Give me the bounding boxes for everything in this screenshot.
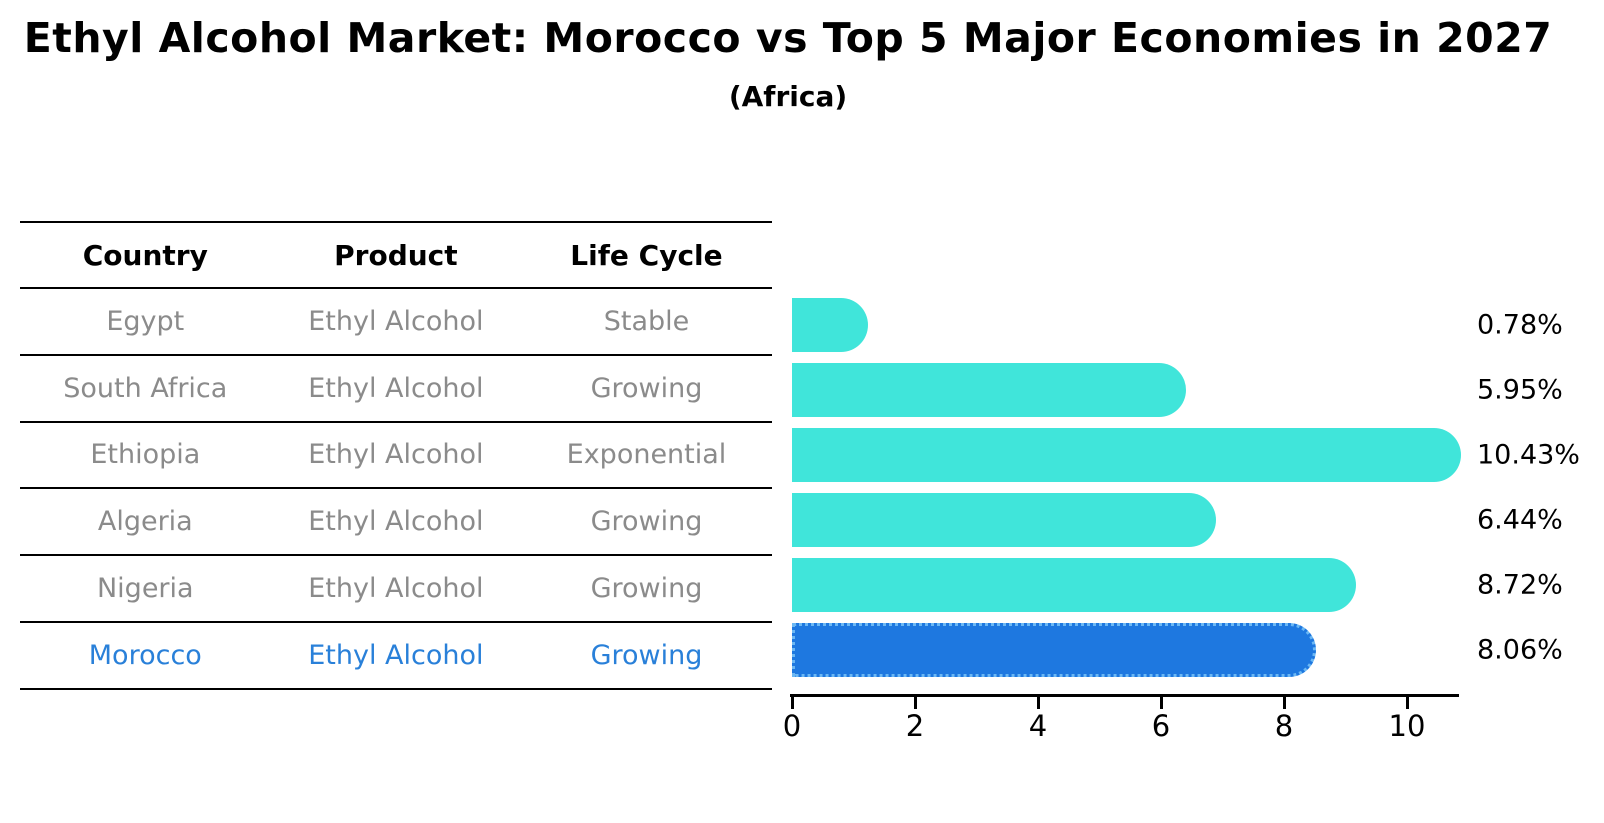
bar-value-label: 6.44%	[1477, 504, 1563, 536]
x-axis-tick-label: 8	[1274, 709, 1294, 743]
x-axis-tick-label: 0	[782, 709, 802, 743]
bar-value-label: 10.43%	[1477, 439, 1580, 471]
x-axis-tick	[1159, 694, 1163, 709]
cell-country: Algeria	[97, 506, 193, 538]
bar-nigeria	[792, 558, 1357, 612]
x-axis-tick-label: 2	[905, 709, 925, 743]
table-row-highlighted: Morocco Ethyl Alcohol Growing	[20, 623, 772, 690]
cell-country: Ethiopia	[90, 439, 201, 471]
cell-lifecycle: Exponential	[566, 439, 727, 471]
figure-subtitle: (Africa)	[728, 80, 848, 113]
x-axis-tick	[913, 694, 917, 709]
x-axis-tick	[1036, 694, 1040, 709]
cell-product: Ethyl Alcohol	[308, 506, 484, 538]
x-axis-tick-label: 4	[1028, 709, 1048, 743]
bar-egypt	[792, 298, 868, 352]
table-row: Ethiopia Ethyl Alcohol Exponential	[20, 423, 772, 490]
cell-country: Morocco	[88, 639, 202, 671]
cell-product: Ethyl Alcohol	[308, 372, 484, 404]
figure-title: Ethyl Alcohol Market: Morocco vs Top 5 M…	[23, 14, 1553, 62]
x-axis-tick-label: 6	[1151, 709, 1171, 743]
table-row: Nigeria Ethyl Alcohol Growing	[20, 556, 772, 623]
x-axis-tick-label: 10	[1388, 709, 1426, 743]
bar-value-label: 5.95%	[1477, 374, 1563, 406]
x-axis-line	[790, 694, 1459, 697]
column-header-country: Country	[82, 238, 208, 272]
cell-country: Nigeria	[96, 573, 194, 605]
bar-south-africa	[792, 363, 1186, 417]
cell-lifecycle: Growing	[590, 573, 703, 605]
bar-value-label: 8.06%	[1477, 634, 1563, 666]
x-axis-tick	[1405, 694, 1409, 709]
cell-lifecycle: Stable	[603, 305, 690, 337]
cell-country: Egypt	[106, 305, 185, 337]
cell-country: South Africa	[63, 372, 228, 404]
cell-product: Ethyl Alcohol	[308, 573, 484, 605]
table-row: South Africa Ethyl Alcohol Growing	[20, 356, 772, 423]
cell-lifecycle: Growing	[590, 372, 703, 404]
cell-product: Ethyl Alcohol	[308, 639, 484, 671]
cell-lifecycle: Growing	[590, 639, 703, 671]
cell-lifecycle: Growing	[590, 506, 703, 538]
bar-algeria	[792, 493, 1217, 547]
bar-value-label: 8.72%	[1477, 569, 1563, 601]
table-row: Egypt Ethyl Alcohol Stable	[20, 289, 772, 356]
bar-value-label: 0.78%	[1477, 309, 1563, 341]
cell-product: Ethyl Alcohol	[308, 439, 484, 471]
x-axis-tick	[790, 694, 794, 709]
column-header-lifecycle: Life Cycle	[570, 238, 723, 272]
column-header-product: Product	[334, 238, 458, 272]
country-table: Country Product Life Cycle Egypt Ethyl A…	[20, 221, 772, 690]
table-row: Algeria Ethyl Alcohol Growing	[20, 489, 772, 557]
table-header-row: Country Product Life Cycle	[20, 223, 772, 289]
cell-product: Ethyl Alcohol	[308, 305, 484, 337]
bar-ethiopia	[792, 428, 1462, 482]
x-axis-tick	[1282, 694, 1286, 709]
bar-morocco	[792, 623, 1316, 677]
